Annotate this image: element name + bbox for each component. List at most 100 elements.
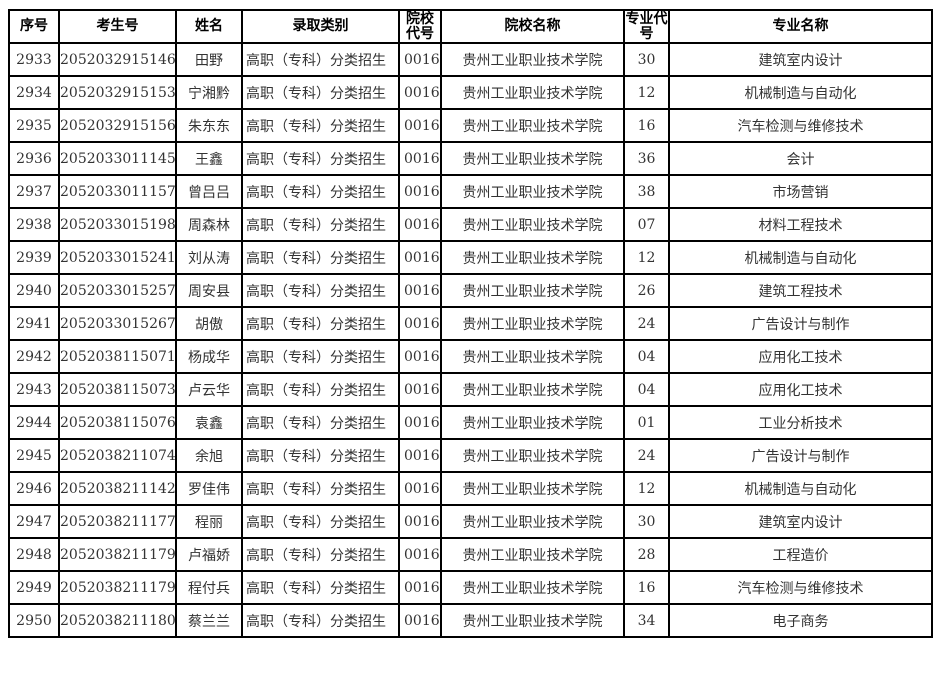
cell-major-name: 汽车检测与维修技术 xyxy=(668,570,933,605)
cell-major-name: 机械制造与自动化 xyxy=(668,75,933,110)
table-row: 2945 20520382110742 余旭 高职（专科）分类招生 0016 贵州工业职业… xyxy=(8,438,933,473)
cell-exam-id: 20520330152412 xyxy=(58,240,177,275)
table-row: 2936 20520330111459 王鑫 高职（专科）分类招生 0016 贵州工业职业… xyxy=(8,141,933,176)
table-row: 2942 20520381150713 杨成华 高职（专科）分类招生 0016 贵州工业职… xyxy=(8,339,933,374)
cell-index: 2936 xyxy=(8,141,60,176)
table-row: 2946 20520382111429 罗佳伟 高职（专科）分类招生 0016 贵州工业职… xyxy=(8,471,933,506)
cell-major-name: 材料工程技术 xyxy=(668,207,933,242)
header-category: 录取类别 xyxy=(241,9,400,44)
cell-major-name: 电子商务 xyxy=(668,603,933,638)
cell-major-name: 工程造价 xyxy=(668,537,933,572)
cell-index: 2944 xyxy=(8,405,60,440)
cell-index: 2935 xyxy=(8,108,60,143)
cell-school-code: 0016 xyxy=(398,603,442,638)
cell-school-code: 0016 xyxy=(398,141,442,176)
table-row: 2941 20520330152672 胡傲 高职（专科）分类招生 0016 贵州工业职业… xyxy=(8,306,933,341)
cell-exam-id: 20520329151532 xyxy=(58,75,177,110)
cell-school-code: 0016 xyxy=(398,372,442,407)
admission-table: 序号 考生号 姓名 录取类别 院校代号 院校名称 专业代号 专业名称 2933 2… xyxy=(8,9,933,638)
cell-major-name: 工业分析技术 xyxy=(668,405,933,440)
table-row: 2948 20520382111792 卢福娇 高职（专科）分类招生 0016 贵州工业职… xyxy=(8,537,933,572)
header-school-name: 院校名称 xyxy=(440,9,625,44)
cell-category: 高职（专科）分类招生 xyxy=(241,438,400,473)
cell-major-code: 28 xyxy=(623,537,670,572)
table-row: 2938 20520330151985 周森林 高职（专科）分类招生 0016 贵州工业职… xyxy=(8,207,933,242)
cell-school-name: 贵州工业职业技术学院 xyxy=(440,75,625,110)
table-row: 2939 20520330152412 刘从涛 高职（专科）分类招生 0016 贵州工业职… xyxy=(8,240,933,275)
cell-school-name: 贵州工业职业技术学院 xyxy=(440,405,625,440)
cell-exam-id: 20520381150763 xyxy=(58,405,177,440)
cell-name: 程丽 xyxy=(175,504,243,539)
cell-major-name: 市场营销 xyxy=(668,174,933,209)
cell-major-code: 26 xyxy=(623,273,670,308)
cell-name: 程付兵 xyxy=(175,570,243,605)
cell-name: 胡傲 xyxy=(175,306,243,341)
cell-category: 高职（专科）分类招生 xyxy=(241,306,400,341)
cell-index: 2945 xyxy=(8,438,60,473)
cell-name: 罗佳伟 xyxy=(175,471,243,506)
cell-school-name: 贵州工业职业技术学院 xyxy=(440,603,625,638)
cell-major-name: 应用化工技术 xyxy=(668,372,933,407)
cell-exam-id: 20520382111799 xyxy=(58,570,177,605)
cell-category: 高职（专科）分类招生 xyxy=(241,273,400,308)
cell-index: 2949 xyxy=(8,570,60,605)
cell-name: 王鑫 xyxy=(175,141,243,176)
cell-category: 高职（专科）分类招生 xyxy=(241,537,400,572)
cell-school-code: 0016 xyxy=(398,339,442,374)
cell-major-name: 会计 xyxy=(668,141,933,176)
cell-school-code: 0016 xyxy=(398,207,442,242)
cell-name: 刘从涛 xyxy=(175,240,243,275)
cell-name: 周森林 xyxy=(175,207,243,242)
cell-exam-id: 20520382111776 xyxy=(58,504,177,539)
cell-index: 2947 xyxy=(8,504,60,539)
table-row: 2950 20520382111800 蔡兰兰 高职（专科）分类招生 0016 贵州工业职… xyxy=(8,603,933,638)
cell-school-name: 贵州工业职业技术学院 xyxy=(440,438,625,473)
cell-name: 曾吕吕 xyxy=(175,174,243,209)
header-exam-id: 考生号 xyxy=(58,9,177,44)
cell-major-code: 16 xyxy=(623,570,670,605)
header-index: 序号 xyxy=(8,9,60,44)
cell-exam-id: 20520381150713 xyxy=(58,339,177,374)
cell-name: 杨成华 xyxy=(175,339,243,374)
cell-major-name: 广告设计与制作 xyxy=(668,438,933,473)
cell-school-name: 贵州工业职业技术学院 xyxy=(440,504,625,539)
table-row: 2944 20520381150763 袁鑫 高职（专科）分类招生 0016 贵州工业职业… xyxy=(8,405,933,440)
cell-category: 高职（专科）分类招生 xyxy=(241,372,400,407)
cell-school-name: 贵州工业职业技术学院 xyxy=(440,108,625,143)
cell-school-code: 0016 xyxy=(398,471,442,506)
cell-major-name: 广告设计与制作 xyxy=(668,306,933,341)
cell-index: 2939 xyxy=(8,240,60,275)
cell-school-code: 0016 xyxy=(398,504,442,539)
cell-major-code: 30 xyxy=(623,42,670,77)
cell-index: 2943 xyxy=(8,372,60,407)
cell-index: 2938 xyxy=(8,207,60,242)
cell-category: 高职（专科）分类招生 xyxy=(241,42,400,77)
cell-exam-id: 20520329151468 xyxy=(58,42,177,77)
cell-school-code: 0016 xyxy=(398,240,442,275)
cell-exam-id: 20520330151985 xyxy=(58,207,177,242)
cell-name: 田野 xyxy=(175,42,243,77)
cell-major-name: 汽车检测与维修技术 xyxy=(668,108,933,143)
cell-exam-id: 20520330111459 xyxy=(58,141,177,176)
cell-major-code: 12 xyxy=(623,75,670,110)
cell-category: 高职（专科）分类招生 xyxy=(241,339,400,374)
cell-major-code: 01 xyxy=(623,405,670,440)
table-row: 2949 20520382111799 程付兵 高职（专科）分类招生 0016 贵州工业职… xyxy=(8,570,933,605)
cell-category: 高职（专科）分类招生 xyxy=(241,240,400,275)
cell-school-name: 贵州工业职业技术学院 xyxy=(440,306,625,341)
cell-index: 2946 xyxy=(8,471,60,506)
cell-exam-id: 20520381150737 xyxy=(58,372,177,407)
cell-school-code: 0016 xyxy=(398,174,442,209)
header-major-code: 专业代号 xyxy=(623,9,670,44)
table-row: 2934 20520329151532 宁湘黔 高职（专科）分类招生 0016 贵州工业职… xyxy=(8,75,933,110)
cell-school-code: 0016 xyxy=(398,273,442,308)
cell-major-code: 07 xyxy=(623,207,670,242)
cell-school-name: 贵州工业职业技术学院 xyxy=(440,537,625,572)
cell-index: 2941 xyxy=(8,306,60,341)
cell-major-code: 36 xyxy=(623,141,670,176)
cell-category: 高职（专科）分类招生 xyxy=(241,174,400,209)
cell-index: 2948 xyxy=(8,537,60,572)
cell-school-code: 0016 xyxy=(398,405,442,440)
cell-major-name: 机械制造与自动化 xyxy=(668,240,933,275)
cell-major-code: 34 xyxy=(623,603,670,638)
